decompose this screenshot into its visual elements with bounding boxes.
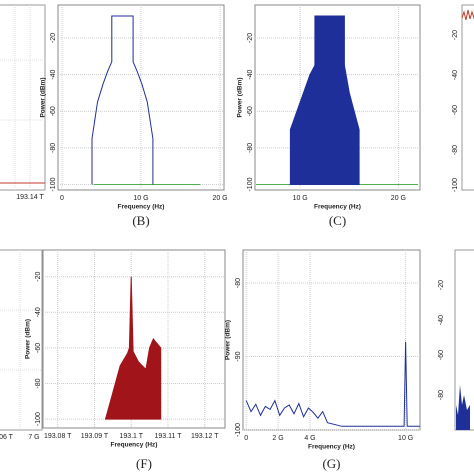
y-tick-label: -100 [35,412,42,426]
y-tick-label: -40 [247,69,254,79]
spectrum-line [245,341,420,427]
y-tick-label: -80 [247,143,254,153]
x-tick-label: 0 [60,195,64,202]
cut-tick-label: -60 [452,105,459,115]
x-tick-label: 193.12 T [191,433,219,440]
cut-tick-label: -40 [438,315,445,325]
x-tick-label: 4 G [304,435,315,442]
y-tick-label: -20 [35,272,42,282]
x-tick-label: 193.1 T [119,433,143,440]
y-axis-label: Power (dBm) [225,320,232,360]
caption: (F) [136,456,152,471]
y-axis-label: Power (dBm) [237,77,244,117]
x-axis-label: Frequency (Hz) [111,442,158,449]
y-axis-label: Power (dBm) [25,319,32,359]
cut-tick-label: 06 T [0,434,14,441]
y-axis-label: Power (dBm) [40,77,47,117]
cut-panels [0,4,474,431]
y-tick-label: -20 [247,33,254,43]
y-tick-label: -40 [50,69,57,79]
y-tick-label: -80 [50,143,57,153]
caption: (G) [322,456,340,471]
x-axis-label: Frequency (Hz) [314,204,361,211]
x-tick-label: 193.08 T [44,433,72,440]
caption: (C) [329,213,346,228]
x-axis-label: Frequency (Hz) [308,444,355,451]
cut-tick-label: -100 [452,178,459,192]
x-tick-label: 193.11 T [155,433,183,440]
cut-tick-label: -60 [438,350,445,360]
y-tick-label: -100 [50,177,57,191]
x-tick-label: 0 [244,435,248,442]
plot-area [242,249,421,431]
y-tick-label: -40 [35,307,42,317]
cut-tick-label: 7 G [28,434,39,441]
x-axis-label: Frequency (Hz) [118,204,165,211]
cut-tick-label: -20 [438,280,445,290]
y-tick-label: -80 [235,278,242,288]
y-tick-label: -90 [235,351,242,361]
x-tick-label: 20 G [391,195,406,202]
cut-tick-label: -20 [452,30,459,40]
y-tick-label: -100 [247,177,254,191]
y-tick-label: -20 [50,33,57,43]
cut-tick-label: 193.14 T [16,194,44,201]
x-tick-label: 20 G [212,195,227,202]
x-tick-label: 10 G [133,195,148,202]
x-tick-label: 10 G [293,195,308,202]
spectrum-area [289,15,360,185]
cut-tick-label: -80 [438,390,445,400]
spectrum-line [91,15,154,185]
y-tick-label: -60 [50,106,57,116]
y-tick-label: -60 [247,106,254,116]
cut-tick-label: -80 [452,145,459,155]
y-tick-label: -80 [35,378,42,388]
y-tick-label: -60 [35,343,42,353]
x-tick-label: 10 G [398,435,413,442]
x-tick-label: 193.09 T [81,433,109,440]
caption: (B) [132,213,149,228]
x-tick-label: 2 G [272,435,283,442]
spectrum-area [104,276,162,420]
y-tick-label: -100 [235,423,242,437]
cut-tick-label: -40 [452,70,459,80]
